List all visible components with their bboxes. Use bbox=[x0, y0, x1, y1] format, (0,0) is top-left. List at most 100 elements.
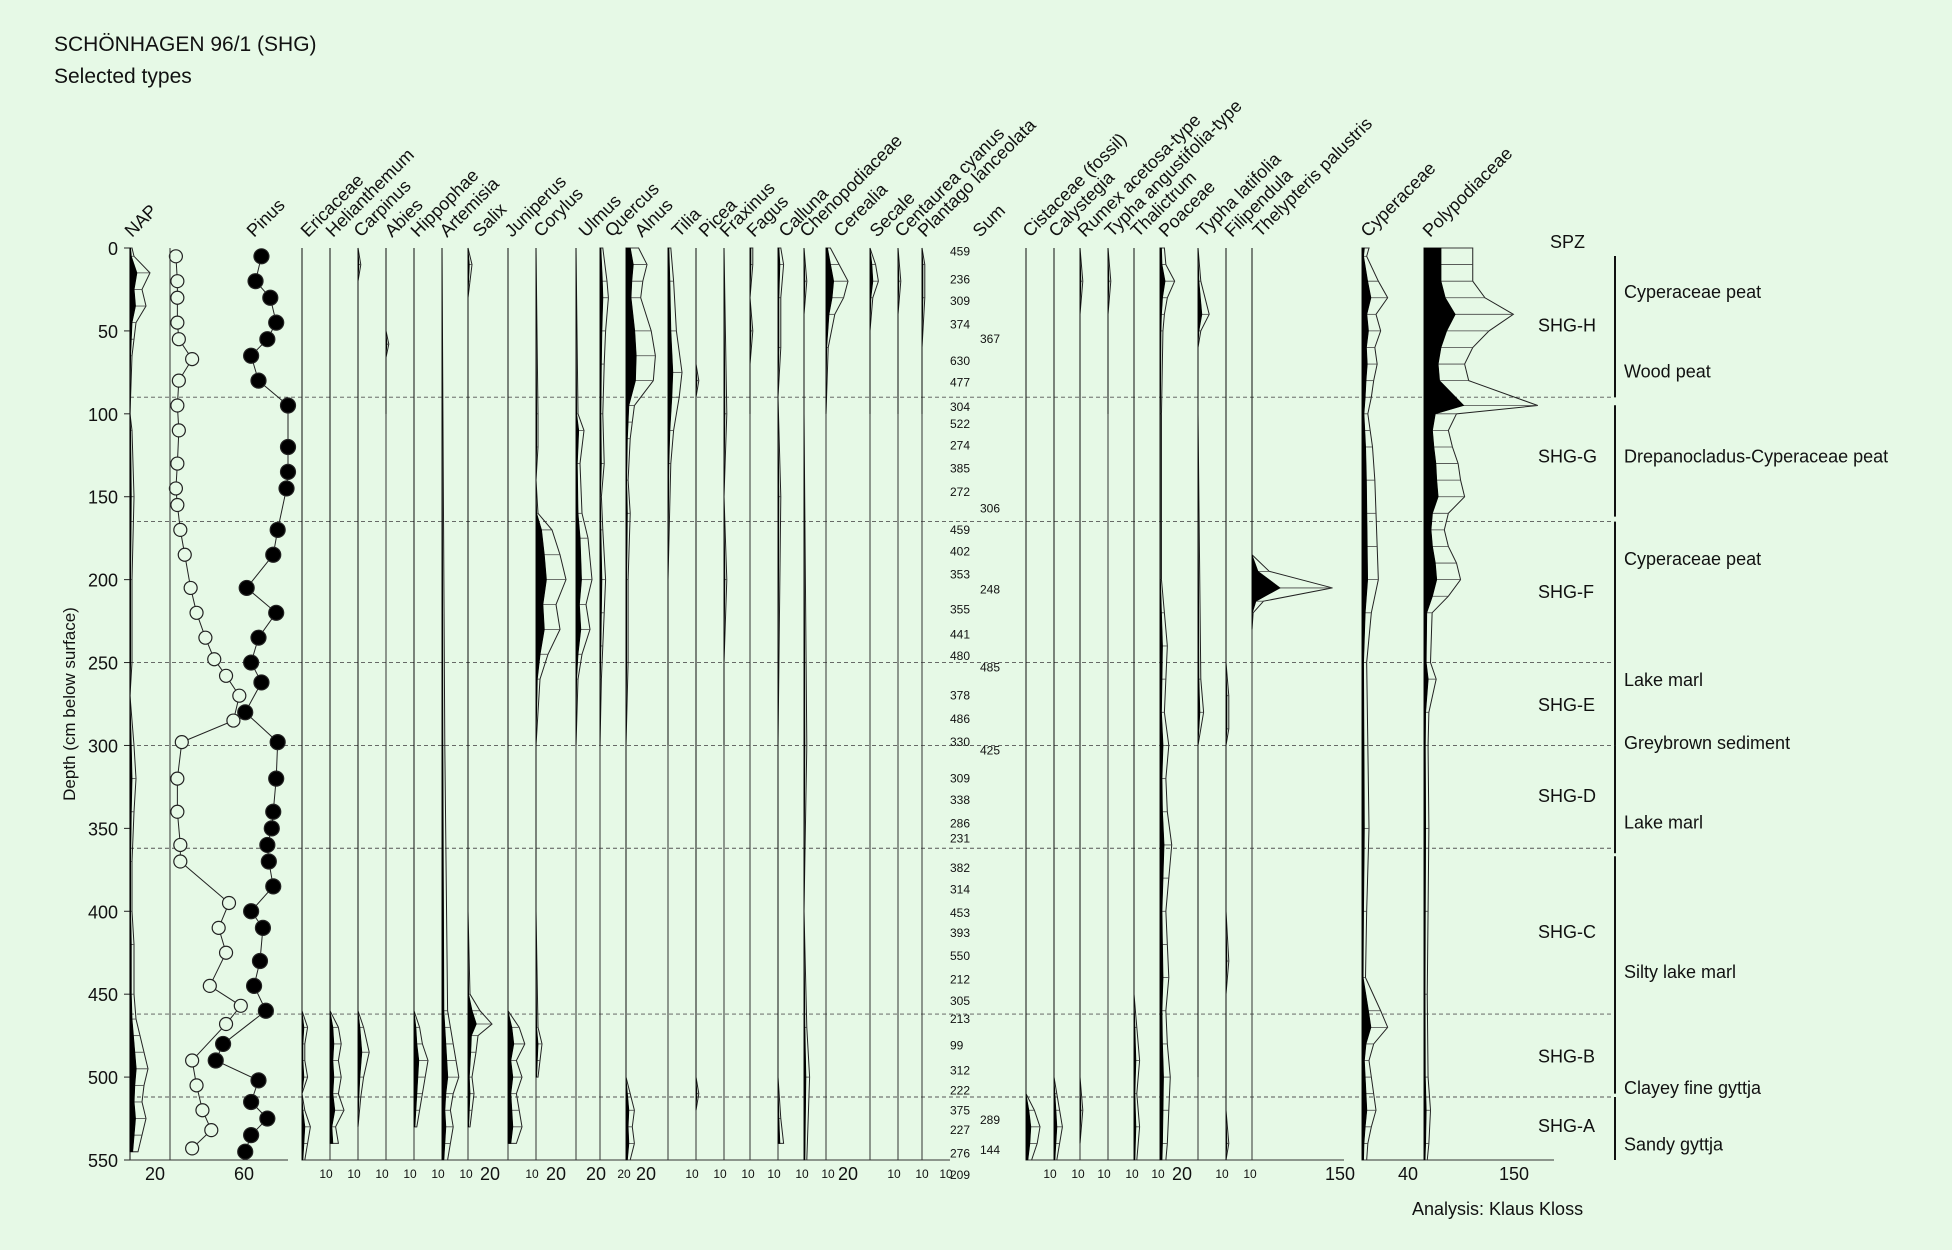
pinus-point bbox=[269, 521, 286, 538]
pinus-point bbox=[265, 546, 282, 563]
series-tick-label: 10 bbox=[795, 1167, 809, 1181]
sum-value: 382 bbox=[950, 861, 970, 875]
sum-value: 630 bbox=[950, 354, 970, 368]
series-area bbox=[1053, 248, 1058, 1161]
series-exaggeration-curve bbox=[329, 248, 345, 1144]
sum-value-secondary: 425 bbox=[980, 743, 1000, 757]
pinus-point bbox=[268, 604, 285, 621]
series-area bbox=[777, 247, 781, 1144]
depth-tick-label: 100 bbox=[88, 405, 118, 425]
depth-axis-label: Depth (cm below surface) bbox=[60, 607, 79, 801]
betula-point bbox=[170, 315, 185, 330]
series-tick-label: 10 bbox=[685, 1167, 699, 1181]
sum-value: 222 bbox=[950, 1083, 970, 1097]
sum-value: 274 bbox=[950, 438, 970, 452]
betula-point bbox=[168, 481, 183, 496]
sum-value: 231 bbox=[950, 831, 970, 845]
lithology-label: Cyperaceae peat bbox=[1624, 282, 1761, 302]
series-tick-label: 10 bbox=[1151, 1167, 1165, 1181]
betula-point bbox=[233, 998, 248, 1013]
betula-point bbox=[173, 854, 188, 869]
series-major-tick-label: 20 bbox=[586, 1164, 606, 1184]
sum-value: 314 bbox=[950, 883, 970, 897]
zone-label: SHG-E bbox=[1538, 695, 1595, 715]
pinus-point bbox=[259, 331, 276, 348]
series-exaggeration-curve bbox=[1225, 248, 1230, 1161]
betula-point bbox=[168, 249, 183, 264]
series-tick-label: 10 bbox=[767, 1167, 781, 1181]
sum-value: 441 bbox=[950, 627, 970, 641]
sum-value: 312 bbox=[950, 1063, 970, 1077]
series-exaggeration-curve bbox=[129, 247, 151, 1153]
series-tick-label: 10 bbox=[887, 1167, 901, 1181]
betula-point bbox=[170, 398, 185, 413]
lithology-label: Lake marl bbox=[1624, 670, 1703, 690]
depth-tick-label: 0 bbox=[108, 239, 118, 259]
series-area bbox=[869, 247, 874, 414]
series-area bbox=[329, 248, 336, 1144]
series-tick-label: 10 bbox=[1043, 1167, 1057, 1181]
pinus-point bbox=[238, 579, 255, 597]
series-area bbox=[723, 247, 726, 746]
sum-value: 338 bbox=[950, 793, 970, 807]
betula-point bbox=[207, 652, 222, 667]
sum-value-secondary: 144 bbox=[980, 1143, 1000, 1157]
betula-point bbox=[218, 668, 234, 683]
series-area bbox=[695, 248, 698, 1111]
series-line bbox=[175, 256, 242, 1149]
lithology-label: Silty lake marl bbox=[1624, 962, 1736, 982]
pinus-point bbox=[250, 629, 267, 646]
series-area bbox=[1251, 248, 1281, 630]
series-area bbox=[535, 247, 547, 1078]
betula-point bbox=[218, 1016, 234, 1032]
series-area bbox=[897, 247, 900, 414]
pinus-point bbox=[260, 853, 277, 870]
pinus-point bbox=[279, 463, 297, 480]
lithology-label: Clayey fine gyttja bbox=[1624, 1078, 1762, 1098]
pinus-point bbox=[253, 248, 270, 265]
pinus-point bbox=[253, 674, 270, 691]
pinus-point bbox=[215, 1035, 232, 1053]
series-area bbox=[1197, 247, 1203, 1078]
depth-tick-label: 450 bbox=[88, 985, 118, 1005]
series-name-label: Pinus bbox=[243, 195, 289, 241]
series-area bbox=[625, 247, 637, 1161]
sum-value: 209 bbox=[950, 1168, 970, 1182]
pinus-point bbox=[259, 836, 276, 854]
series-exaggeration-curve bbox=[599, 247, 609, 746]
series-area bbox=[1423, 247, 1465, 1161]
pinus-point bbox=[237, 1143, 254, 1160]
lithology-label: Lake marl bbox=[1624, 813, 1703, 833]
series-tick-label: 20 bbox=[617, 1167, 631, 1181]
series-area bbox=[921, 247, 924, 414]
pinus-point bbox=[263, 820, 280, 837]
series-exaggeration-curve bbox=[413, 248, 429, 1128]
series-area bbox=[413, 248, 420, 1128]
series-area bbox=[1159, 247, 1166, 1161]
series-exaggeration-curve bbox=[1361, 247, 1389, 1161]
sum-value: 522 bbox=[950, 417, 970, 431]
series-area bbox=[1225, 248, 1228, 1161]
sum-value: 212 bbox=[950, 972, 970, 986]
zone-header: SPZ bbox=[1550, 232, 1585, 252]
lithology-label: Drepanocladus-Cyperaceae peat bbox=[1624, 446, 1888, 466]
series-exaggeration-curve bbox=[1251, 248, 1333, 630]
sum-value-secondary: 367 bbox=[980, 332, 1000, 346]
series-name-label: NAP bbox=[121, 201, 161, 241]
series-exaggeration-curve bbox=[467, 247, 493, 1128]
sum-value: 453 bbox=[950, 906, 970, 920]
sum-value: 402 bbox=[950, 544, 970, 558]
chart-subtitle: Selected types bbox=[54, 65, 192, 88]
series-exaggeration-curve bbox=[1079, 247, 1084, 1144]
series-area bbox=[301, 248, 306, 1161]
betula-point bbox=[195, 1103, 210, 1118]
series-area bbox=[385, 248, 388, 414]
pinus-point bbox=[265, 878, 282, 895]
betula-point bbox=[204, 1123, 219, 1138]
series-major-tick-label: 20 bbox=[145, 1164, 165, 1184]
series-tick-label: 10 bbox=[1097, 1167, 1111, 1181]
pinus-point bbox=[257, 1002, 274, 1019]
sum-value: 99 bbox=[950, 1039, 964, 1053]
series-tick-label: 10 bbox=[525, 1167, 539, 1181]
